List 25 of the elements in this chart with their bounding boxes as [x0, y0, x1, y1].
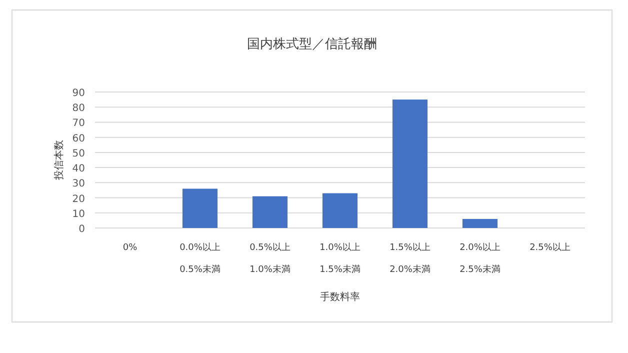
y-tick-label: 80 [72, 103, 85, 114]
y-axis-title: 投信本数 [53, 140, 65, 181]
y-tick-label: 40 [72, 164, 85, 175]
category-label: 0.0%以上 0.5%未満 [180, 243, 220, 275]
x-tick-label: 2.5%以上 [530, 242, 570, 253]
y-tick-label: 20 [72, 194, 85, 205]
category-label: 1.0%以上 1.5%未満 [320, 243, 360, 275]
y-tick-label: 30 [72, 178, 85, 190]
category-label: 2.0%以上 2.5%未満 [460, 243, 500, 275]
bar [322, 193, 358, 228]
bar [182, 188, 218, 228]
y-tick-label: 0 [78, 224, 85, 235]
bar [462, 218, 498, 228]
bar [392, 100, 428, 228]
y-tick-label: 10 [72, 208, 85, 220]
x-axis-title: 手数料率 [320, 291, 360, 303]
category-label: 1.5%以上 2.0%未満 [390, 243, 430, 275]
chart-title: 国内株式型／信託報酬 [247, 37, 377, 52]
y-tick-label: 90 [72, 88, 85, 99]
y-tick-label: 60 [72, 133, 85, 144]
y-tick-label: 50 [72, 148, 85, 160]
x-tick-label: 0% [122, 243, 138, 253]
bar [252, 196, 288, 228]
y-tick-label: 70 [72, 118, 85, 130]
category-label: 0.5%以上 1.0%未満 [250, 243, 290, 275]
